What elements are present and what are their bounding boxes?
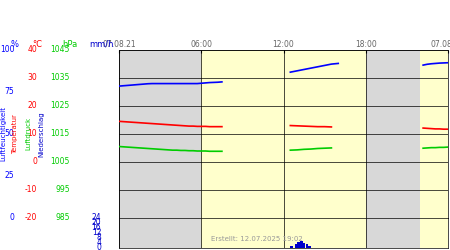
Text: 1005: 1005 (50, 158, 70, 166)
Text: 20: 20 (27, 102, 37, 110)
Text: 0: 0 (9, 214, 14, 222)
Text: °C: °C (32, 40, 42, 49)
Bar (291, 246, 293, 248)
Bar (202, 218, 365, 248)
Text: 1035: 1035 (50, 74, 70, 82)
Bar (295, 244, 297, 248)
Bar (303, 242, 305, 248)
Bar (420, 218, 448, 248)
Bar (202, 50, 365, 218)
Text: 0: 0 (32, 158, 37, 166)
Text: 100: 100 (0, 46, 14, 54)
Text: 8: 8 (96, 233, 101, 242)
Text: 50: 50 (4, 130, 14, 138)
Text: 25: 25 (5, 172, 14, 180)
Text: 30: 30 (27, 74, 37, 82)
Text: Luftfeuchtigkeit: Luftfeuchtigkeit (0, 106, 6, 162)
Bar (365, 50, 420, 218)
Text: -20: -20 (24, 214, 37, 222)
Text: Niederschlag: Niederschlag (39, 111, 45, 157)
Text: 40: 40 (27, 46, 37, 54)
Text: Temperatur: Temperatur (12, 114, 18, 154)
Text: 20: 20 (92, 218, 101, 227)
Text: 0: 0 (96, 243, 101, 250)
Bar (306, 244, 308, 248)
Text: 985: 985 (55, 214, 70, 222)
Text: 4: 4 (96, 238, 101, 247)
Text: 75: 75 (4, 88, 14, 96)
Text: -10: -10 (24, 186, 37, 194)
Text: 1045: 1045 (50, 46, 70, 54)
Text: 10: 10 (27, 130, 37, 138)
Bar (119, 50, 202, 218)
Text: mm/h: mm/h (89, 40, 113, 49)
Bar (300, 241, 302, 248)
Text: 12: 12 (92, 228, 101, 237)
Text: %: % (10, 40, 18, 49)
Text: 1015: 1015 (50, 130, 70, 138)
Bar (308, 246, 311, 248)
Text: Luftdruck: Luftdruck (25, 118, 31, 150)
Text: 1025: 1025 (50, 102, 70, 110)
Text: 24: 24 (92, 214, 101, 222)
Text: hPa: hPa (62, 40, 77, 49)
Text: 995: 995 (55, 186, 70, 194)
Bar (365, 218, 420, 248)
Text: 16: 16 (92, 223, 101, 232)
Text: Erstellt: 12.07.2025 19:02: Erstellt: 12.07.2025 19:02 (212, 236, 303, 242)
Bar (119, 218, 202, 248)
Bar (420, 50, 448, 218)
Bar (297, 242, 300, 248)
